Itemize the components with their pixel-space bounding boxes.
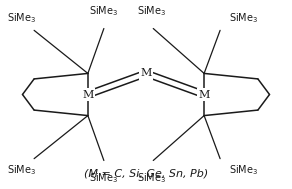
Text: SiMe$_3$: SiMe$_3$ bbox=[6, 164, 36, 177]
Text: SiMe$_3$: SiMe$_3$ bbox=[137, 171, 166, 185]
Text: SiMe$_3$: SiMe$_3$ bbox=[89, 4, 119, 18]
Text: SiMe$_3$: SiMe$_3$ bbox=[229, 12, 258, 25]
Text: SiMe$_3$: SiMe$_3$ bbox=[229, 164, 258, 177]
Text: M: M bbox=[82, 90, 93, 99]
Text: SiMe$_3$: SiMe$_3$ bbox=[6, 12, 36, 25]
Text: (M = C, Si, Ge, Sn, Pb): (M = C, Si, Ge, Sn, Pb) bbox=[84, 169, 208, 179]
Text: SiMe$_3$: SiMe$_3$ bbox=[89, 171, 119, 185]
Text: SiMe$_3$: SiMe$_3$ bbox=[137, 4, 166, 18]
Text: M: M bbox=[140, 68, 152, 78]
Text: M: M bbox=[199, 90, 210, 99]
